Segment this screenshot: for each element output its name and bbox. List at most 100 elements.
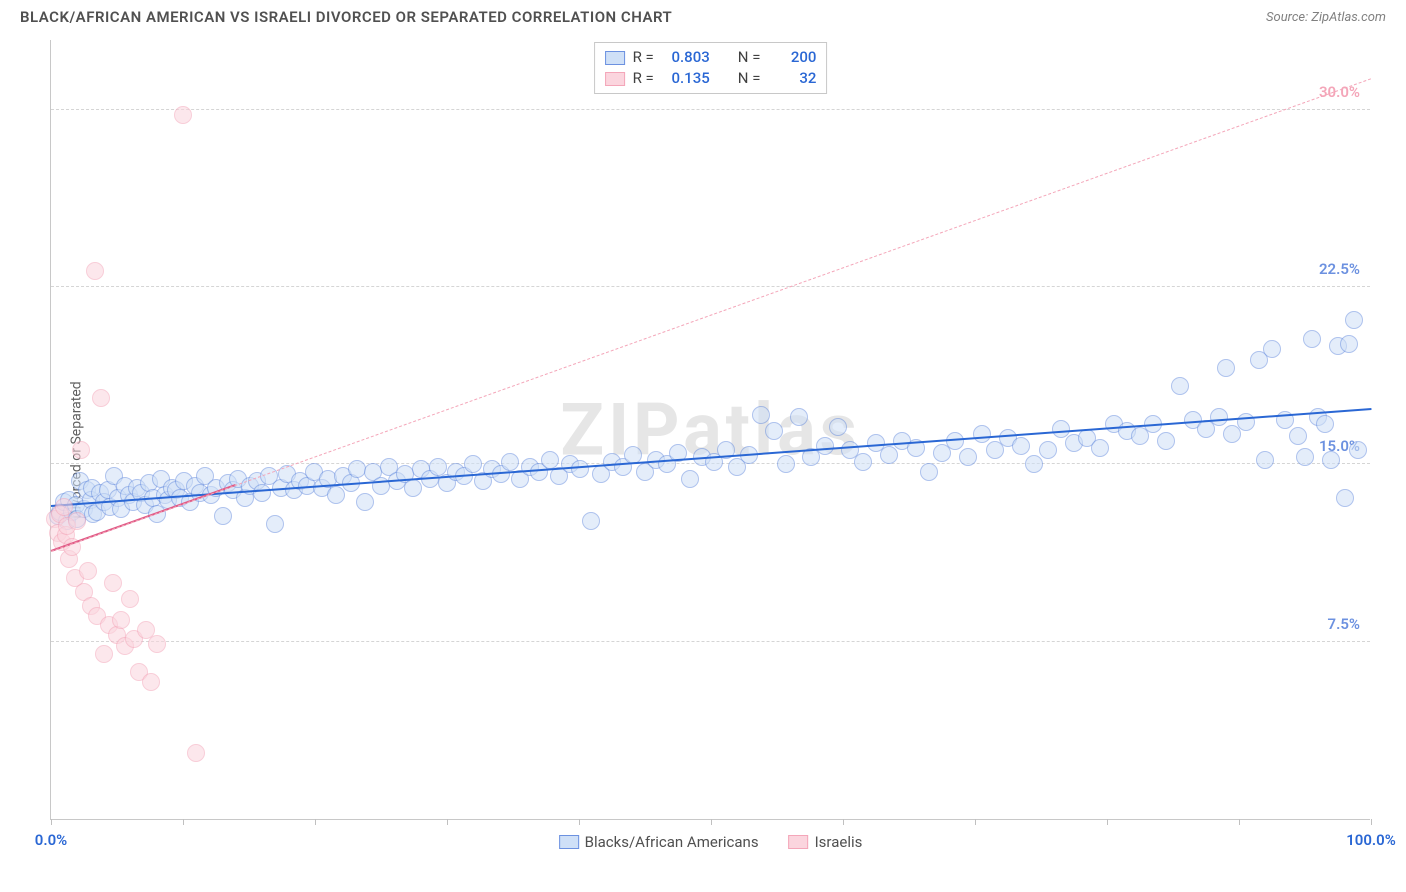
x-tick <box>315 819 316 825</box>
x-tick <box>1371 819 1372 825</box>
scatter-point <box>1157 432 1175 450</box>
bottom-legend: Blacks/African Americans Israelis <box>559 833 863 851</box>
scatter-point <box>112 611 130 629</box>
scatter-point <box>1012 437 1030 455</box>
scatter-point <box>1340 335 1358 353</box>
x-tick <box>1107 819 1108 825</box>
scatter-point <box>571 460 589 478</box>
scatter-point <box>174 106 192 124</box>
scatter-point <box>790 408 808 426</box>
scatter-point <box>1256 451 1274 469</box>
stat-legend-row: R =0.135N =32 <box>605 68 817 89</box>
chart-area: Divorced or Separated ZIPatlas 7.5%15.0%… <box>0 30 1406 870</box>
stat-legend-row: R = 0.803 N = 200 <box>605 47 817 68</box>
grid-line <box>51 109 1370 110</box>
scatter-point <box>1171 377 1189 395</box>
x-tick <box>447 819 448 825</box>
y-tick-label: 22.5% <box>1319 260 1360 278</box>
scatter-point <box>79 562 97 580</box>
y-tick-label: 30.0% <box>1319 83 1360 101</box>
legend-item: Israelis <box>789 833 863 851</box>
scatter-point <box>959 448 977 466</box>
scatter-point <box>104 574 122 592</box>
trend-line <box>51 408 1371 507</box>
scatter-point <box>1263 340 1281 358</box>
x-tick <box>51 819 52 825</box>
chart-title: BLACK/AFRICAN AMERICAN VS ISRAELI DIVORC… <box>20 8 672 26</box>
scatter-point <box>1322 451 1340 469</box>
scatter-point <box>973 425 991 443</box>
scatter-point <box>253 484 271 502</box>
scatter-point <box>854 453 872 471</box>
scatter-point <box>1316 415 1334 433</box>
x-tick <box>579 819 580 825</box>
trend-line <box>51 78 1371 552</box>
scatter-point <box>356 493 374 511</box>
x-tick <box>711 819 712 825</box>
x-tick <box>183 819 184 825</box>
scatter-point <box>92 389 110 407</box>
stat-N-label: N = <box>738 47 761 68</box>
scatter-point <box>816 437 834 455</box>
legend-swatch <box>789 835 809 849</box>
scatter-point <box>266 515 284 533</box>
scatter-point <box>404 479 422 497</box>
scatter-point <box>681 470 699 488</box>
scatter-point <box>429 458 447 476</box>
scatter-point <box>1303 330 1321 348</box>
chart-source: Source: ZipAtlas.com <box>1266 10 1386 25</box>
chart-header: BLACK/AFRICAN AMERICAN VS ISRAELI DIVORC… <box>0 0 1406 30</box>
y-tick-label: 7.5% <box>1328 615 1360 633</box>
scatter-point <box>142 673 160 691</box>
legend-label: Israelis <box>815 833 863 851</box>
scatter-point <box>1296 448 1314 466</box>
grid-line <box>51 286 1370 287</box>
scatter-point <box>541 451 559 469</box>
x-tick <box>843 819 844 825</box>
stat-R-value: 0.135 <box>662 68 710 89</box>
scatter-point <box>1025 455 1043 473</box>
scatter-point <box>72 441 90 459</box>
scatter-point <box>1289 427 1307 445</box>
scatter-point <box>86 262 104 280</box>
scatter-point <box>1039 441 1057 459</box>
scatter-point <box>95 645 113 663</box>
legend-label: Blacks/African Americans <box>585 833 759 851</box>
scatter-point <box>1217 359 1235 377</box>
scatter-plot: ZIPatlas 7.5%15.0%22.5%30.0%0.0%100.0%R … <box>50 40 1370 820</box>
stat-R-value: 0.803 <box>662 47 710 68</box>
scatter-point <box>765 422 783 440</box>
scatter-point <box>501 453 519 471</box>
scatter-point <box>68 512 86 530</box>
x-tick-label: 100.0% <box>1346 831 1396 849</box>
scatter-point <box>1210 408 1228 426</box>
scatter-point <box>582 512 600 530</box>
stat-R-label: R = <box>633 68 654 89</box>
stat-N-value: 200 <box>768 47 816 68</box>
scatter-point <box>829 418 847 436</box>
scatter-point <box>187 744 205 762</box>
scatter-point <box>777 455 795 473</box>
scatter-point <box>1052 420 1070 438</box>
scatter-point <box>1345 311 1363 329</box>
legend-swatch <box>605 72 625 86</box>
scatter-point <box>214 507 232 525</box>
scatter-point <box>121 590 139 608</box>
scatter-point <box>1237 413 1255 431</box>
scatter-point <box>464 455 482 473</box>
legend-swatch <box>559 835 579 849</box>
scatter-point <box>752 406 770 424</box>
scatter-point <box>880 446 898 464</box>
stat-legend: R =0.803N =200R =0.135N =32 <box>594 42 828 94</box>
scatter-point <box>1349 441 1367 459</box>
legend-item: Blacks/African Americans <box>559 833 759 851</box>
stat-R-label: R = <box>633 47 654 68</box>
scatter-point <box>1091 439 1109 457</box>
x-tick <box>975 819 976 825</box>
x-tick <box>1239 819 1240 825</box>
scatter-point <box>148 635 166 653</box>
scatter-point <box>920 463 938 481</box>
scatter-point <box>327 486 345 504</box>
grid-line <box>51 641 1370 642</box>
scatter-point <box>1336 489 1354 507</box>
